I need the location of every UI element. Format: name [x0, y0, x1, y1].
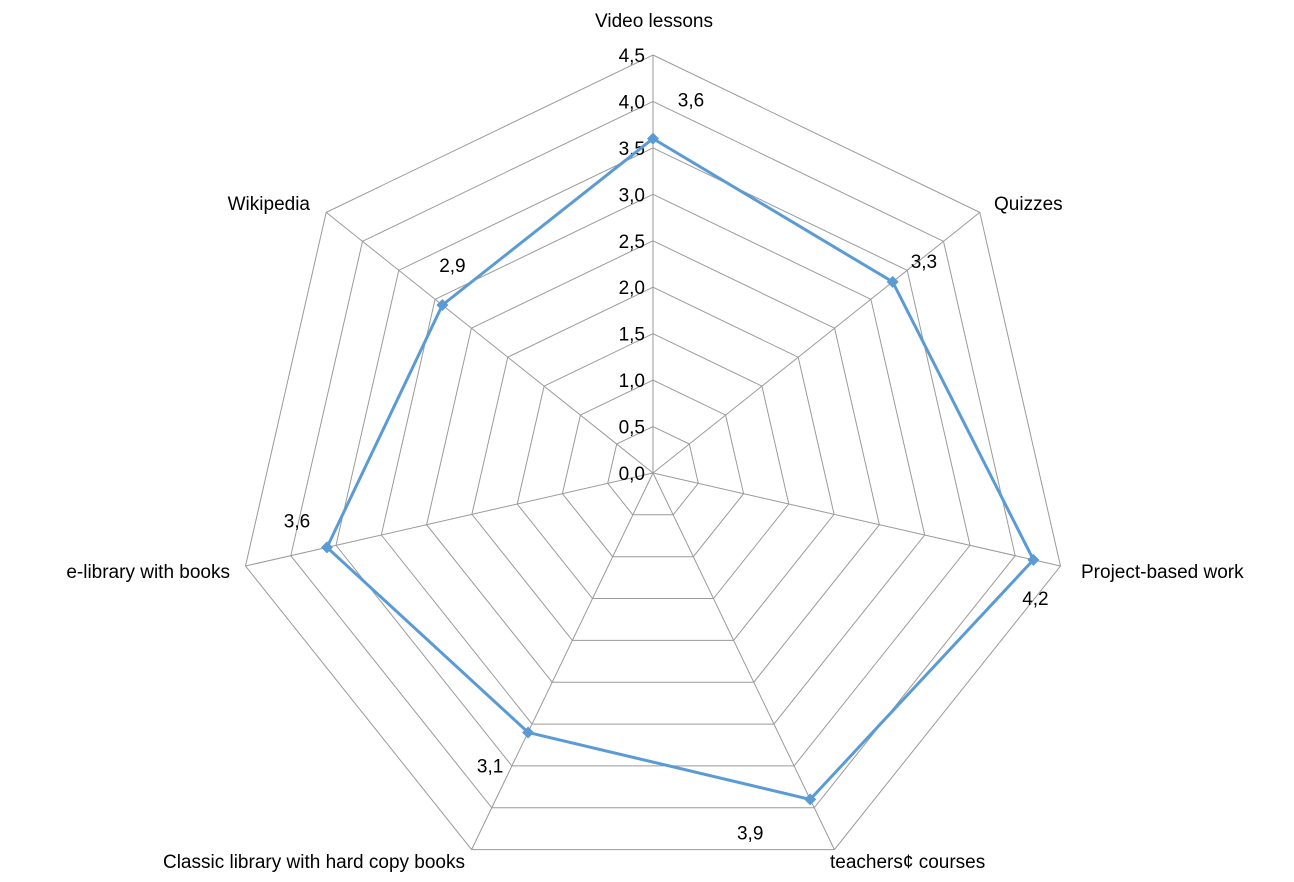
axis-spoke: [471, 472, 654, 850]
series-line: [325, 137, 1035, 801]
data-value-label: 3,1: [477, 756, 503, 777]
data-value-label: 3,3: [911, 252, 937, 273]
grid-ring: [607, 426, 699, 516]
data-point-marker: [1027, 553, 1040, 566]
data-point-marker: [647, 132, 659, 145]
data-point-marker: [886, 275, 899, 288]
tick-label-layer: 0,0 0,5 1,0 1,5 2,0 2,5 3,0 3,5 4,0 4,5: [619, 46, 645, 485]
axis-category-label: e-library with books: [66, 562, 230, 583]
axis-spoke: [652, 472, 1061, 567]
tick-label: 4,0: [619, 92, 645, 113]
grid-ring: [561, 379, 745, 558]
tick-label: 0,5: [619, 418, 645, 439]
axis-category-label: teachers¢ courses: [830, 852, 985, 873]
grid-ring: [516, 333, 790, 599]
axis-category-label: Wikipedia: [228, 194, 311, 215]
axis-spoke: [245, 472, 654, 567]
grid-ring: [471, 286, 835, 641]
grid-ring: [290, 100, 1016, 809]
tick-label: 2,5: [619, 232, 645, 253]
axis-spoke: [325, 212, 654, 474]
grid-ring: [244, 54, 1062, 851]
tick-label: 4,5: [619, 46, 645, 67]
tick-label: 0,0: [619, 464, 645, 485]
data-value-label: 3,6: [678, 91, 704, 112]
grid-ring: [335, 147, 971, 767]
tick-label: 3,5: [619, 139, 645, 160]
data-point-marker: [804, 793, 817, 806]
tick-label: 3,0: [619, 185, 645, 206]
data-point-marker: [436, 299, 449, 312]
data-point-marker: [320, 541, 333, 554]
axis-category-label: Video lessons: [595, 11, 713, 32]
tick-label: 1,5: [619, 325, 645, 346]
series-layer: [320, 132, 1040, 806]
axis-category-label: Quizzes: [994, 194, 1063, 215]
grid-ring: [426, 240, 880, 683]
data-value-label: 2,9: [439, 256, 465, 277]
axis-spoke: [652, 472, 835, 850]
axis-spoke: [652, 212, 981, 474]
data-value-label: 4,2: [1022, 589, 1048, 610]
axis-category-label: Project-based work: [1081, 562, 1244, 583]
tick-label: 1,0: [619, 371, 645, 392]
grid-layer: [244, 54, 1062, 851]
data-point-marker: [522, 726, 535, 739]
data-label-layer: 3,6 3,3 4,2 3,9 3,1 3,6 2,9: [284, 91, 1049, 845]
axis-category-label: Classic library with hard copy books: [163, 852, 465, 873]
data-value-label: 3,9: [737, 823, 763, 844]
tick-label: 2,0: [619, 278, 645, 299]
data-value-label: 3,6: [284, 511, 310, 532]
axis-label-layer: Video lessons Quizzes Project-based work te…: [66, 11, 1244, 873]
